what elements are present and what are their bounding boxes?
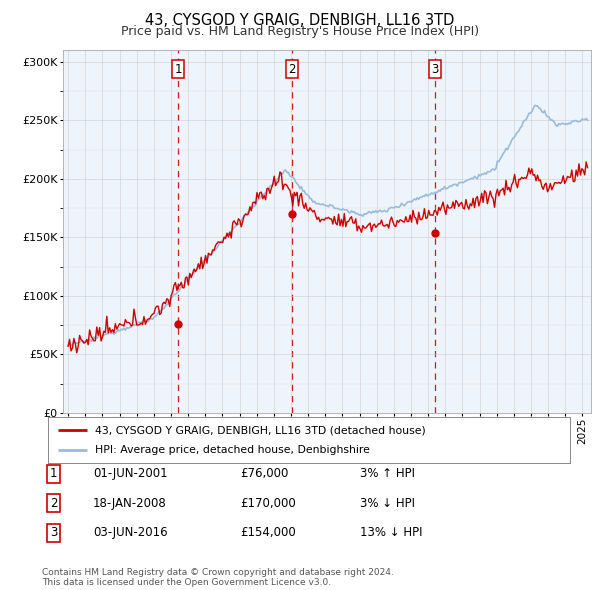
Text: £154,000: £154,000: [240, 526, 296, 539]
Text: 2: 2: [50, 497, 57, 510]
Text: Price paid vs. HM Land Registry's House Price Index (HPI): Price paid vs. HM Land Registry's House …: [121, 25, 479, 38]
Text: 1: 1: [50, 467, 57, 480]
Text: 03-JUN-2016: 03-JUN-2016: [93, 526, 167, 539]
Text: 3: 3: [431, 63, 439, 76]
Text: 13% ↓ HPI: 13% ↓ HPI: [360, 526, 422, 539]
Text: £170,000: £170,000: [240, 497, 296, 510]
Text: £76,000: £76,000: [240, 467, 289, 480]
Text: 18-JAN-2008: 18-JAN-2008: [93, 497, 167, 510]
Text: HPI: Average price, detached house, Denbighshire: HPI: Average price, detached house, Denb…: [95, 445, 370, 455]
Text: This data is licensed under the Open Government Licence v3.0.: This data is licensed under the Open Gov…: [42, 578, 331, 587]
Text: 3% ↓ HPI: 3% ↓ HPI: [360, 497, 415, 510]
Text: 3% ↑ HPI: 3% ↑ HPI: [360, 467, 415, 480]
Text: 01-JUN-2001: 01-JUN-2001: [93, 467, 167, 480]
Text: 3: 3: [50, 526, 57, 539]
Text: Contains HM Land Registry data © Crown copyright and database right 2024.: Contains HM Land Registry data © Crown c…: [42, 568, 394, 576]
Text: 1: 1: [175, 63, 182, 76]
Text: 43, CYSGOD Y GRAIG, DENBIGH, LL16 3TD (detached house): 43, CYSGOD Y GRAIG, DENBIGH, LL16 3TD (d…: [95, 425, 426, 435]
Text: 43, CYSGOD Y GRAIG, DENBIGH, LL16 3TD: 43, CYSGOD Y GRAIG, DENBIGH, LL16 3TD: [145, 13, 455, 28]
Text: 2: 2: [288, 63, 296, 76]
